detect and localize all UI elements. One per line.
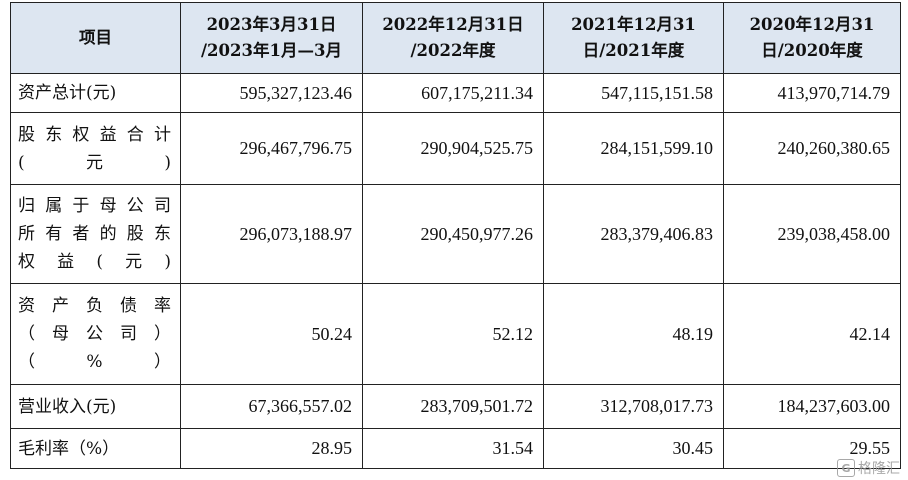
- cell-value: 296,073,188.97: [180, 184, 363, 284]
- row-label-text: 归属于母公司 所有者的股东 权益(元): [18, 196, 172, 272]
- header-item-text: 项目: [79, 28, 112, 47]
- cell-value: 312,708,017.73: [543, 384, 724, 429]
- row-label: 资产总计(元): [10, 73, 181, 113]
- table-row-gross-margin: 毛利率（%） 28.95 31.54 30.45 29.55: [10, 428, 901, 469]
- cell-value: 31.54: [362, 428, 544, 469]
- cell-value: 547,115,151.58: [543, 73, 724, 113]
- row-label: 股东权益合计 (元): [10, 112, 181, 185]
- cell-value: 290,904,525.75: [362, 112, 544, 185]
- table-row-revenue: 营业收入(元) 67,366,557.02 283,709,501.72 312…: [10, 384, 901, 429]
- cell-value: 30.45: [543, 428, 724, 469]
- financial-table-container: 项目 2023年3月31日 /2023年1月—3月 2022年12月31日 /2…: [10, 2, 901, 469]
- cell-value: 50.24: [180, 283, 363, 385]
- cell-value: 67,366,557.02: [180, 384, 363, 429]
- header-2020-text: 2020年12月31 日/2020年度: [749, 15, 875, 60]
- row-label-text: 股东权益合计 (元): [18, 124, 172, 173]
- table-row-debt-ratio: 资产负债率 （母公司） （%） 50.24 52.12 48.19 42.14: [10, 283, 901, 385]
- header-2023q1: 2023年3月31日 /2023年1月—3月: [180, 2, 363, 74]
- header-row: 项目 2023年3月31日 /2023年1月—3月 2022年12月31日 /2…: [10, 2, 901, 74]
- watermark: G 格隆汇: [837, 458, 900, 478]
- header-2021: 2021年12月31 日/2021年度: [543, 2, 724, 74]
- header-item: 项目: [10, 2, 181, 74]
- cell-value: 283,709,501.72: [362, 384, 544, 429]
- cell-value: 184,237,603.00: [723, 384, 901, 429]
- watermark-logo-icon: G: [837, 459, 855, 477]
- header-2022-text: 2022年12月31日 /2022年度: [382, 15, 524, 60]
- header-2023q1-text: 2023年3月31日 /2023年1月—3月: [201, 15, 342, 60]
- cell-value: 595,327,123.46: [180, 73, 363, 113]
- cell-value: 52.12: [362, 283, 544, 385]
- row-label: 毛利率（%）: [10, 428, 181, 469]
- table-row-total-equity: 股东权益合计 (元) 296,467,796.75 290,904,525.75…: [10, 112, 901, 185]
- row-label: 归属于母公司 所有者的股东 权益(元): [10, 184, 181, 284]
- cell-value: 413,970,714.79: [723, 73, 901, 113]
- cell-value: 48.19: [543, 283, 724, 385]
- header-2020: 2020年12月31 日/2020年度: [723, 2, 901, 74]
- cell-value: 284,151,599.10: [543, 112, 724, 185]
- cell-value: 29.55: [723, 428, 901, 469]
- cell-value: 42.14: [723, 283, 901, 385]
- header-2022: 2022年12月31日 /2022年度: [362, 2, 544, 74]
- row-label-text: 资产负债率 （母公司） （%）: [18, 296, 172, 372]
- header-2021-text: 2021年12月31 日/2021年度: [571, 15, 696, 60]
- cell-value: 239,038,458.00: [723, 184, 901, 284]
- cell-value: 290,450,977.26: [362, 184, 544, 284]
- financial-summary-table: 项目 2023年3月31日 /2023年1月—3月 2022年12月31日 /2…: [10, 2, 901, 469]
- watermark-text: 格隆汇: [858, 461, 900, 477]
- cell-value: 283,379,406.83: [543, 184, 724, 284]
- cell-value: 607,175,211.34: [362, 73, 544, 113]
- row-label: 资产负债率 （母公司） （%）: [10, 283, 181, 385]
- table-row-parent-equity: 归属于母公司 所有者的股东 权益(元) 296,073,188.97 290,4…: [10, 184, 901, 284]
- row-label: 营业收入(元): [10, 384, 181, 429]
- cell-value: 240,260,380.65: [723, 112, 901, 185]
- table-row-total-assets: 资产总计(元) 595,327,123.46 607,175,211.34 54…: [10, 73, 901, 113]
- cell-value: 296,467,796.75: [180, 112, 363, 185]
- cell-value: 28.95: [180, 428, 363, 469]
